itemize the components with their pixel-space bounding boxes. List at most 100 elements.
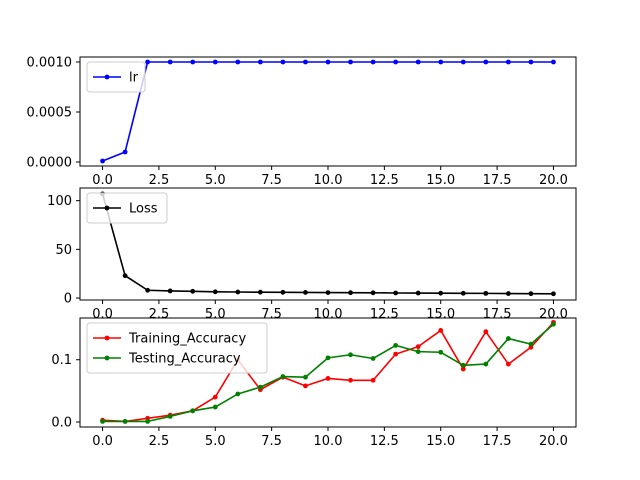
data-point	[370, 290, 376, 296]
data-point	[280, 289, 286, 295]
x-tick-label: 5.0	[205, 434, 226, 449]
legend-swatch-marker	[104, 355, 110, 361]
data-point	[551, 59, 556, 65]
x-tick-label: 5.0	[205, 173, 226, 188]
data-point	[415, 344, 421, 350]
data-point	[415, 59, 421, 65]
x-tick-label: 2.5	[149, 434, 170, 449]
x-tick-label: 7.5	[261, 173, 282, 188]
data-point	[235, 391, 241, 397]
x-tick-label: 17.5	[483, 307, 512, 322]
x-tick-label: 20.0	[539, 173, 568, 188]
data-point	[122, 418, 128, 424]
data-point	[325, 376, 331, 381]
x-tick-label: 12.5	[370, 434, 399, 449]
data-point	[145, 59, 151, 65]
x-tick-label: 0.0	[92, 307, 113, 322]
data-point	[280, 374, 286, 379]
data-point	[415, 290, 421, 296]
data-point	[167, 288, 173, 294]
data-point	[505, 361, 511, 367]
data-point	[303, 59, 308, 65]
y-tick-label: 50	[55, 243, 72, 258]
data-point	[257, 59, 263, 65]
x-tick-label: 20.0	[539, 307, 568, 322]
x-tick-label: 2.5	[149, 173, 170, 188]
legend-swatch-marker	[104, 335, 110, 341]
legend-label: lr	[129, 71, 139, 86]
data-point	[393, 290, 399, 296]
data-point	[415, 349, 421, 355]
data-point	[122, 149, 128, 155]
data-point	[505, 336, 511, 341]
chart-panel-3: 0.0 2.5 5.0 7.5 10.0 12.5 15.0 17.5 20.0 0.0 0.1 Tr…	[51, 317, 577, 449]
data-point	[483, 361, 489, 367]
data-point	[212, 59, 218, 65]
data-point	[325, 59, 331, 65]
x-tick-label: 17.5	[483, 173, 512, 188]
chart-panel-1: 0.0 2.5 5.0 7.5 10.0 12.5 15.0 17.5 20.0 0.0000 0.…	[27, 56, 577, 188]
legend-box	[86, 322, 268, 374]
data-point	[393, 343, 399, 348]
y-tick-label: 0.1	[51, 353, 72, 368]
data-point	[438, 349, 444, 355]
x-tick-label: 10.0	[314, 307, 343, 322]
data-point	[235, 289, 241, 295]
data-point	[212, 289, 218, 295]
x-tick-label: 0.0	[92, 434, 113, 449]
data-point	[348, 352, 353, 358]
data-point	[460, 290, 466, 296]
data-point	[280, 59, 286, 65]
data-point	[235, 59, 241, 65]
legend: Training_Accuracy Testing_Accuracy	[86, 322, 268, 374]
x-tick-label: 10.0	[314, 173, 343, 188]
data-point	[393, 59, 399, 65]
data-point	[483, 59, 489, 65]
legend-label: Training_Accuracy	[128, 332, 246, 347]
legend: Loss	[86, 192, 168, 224]
data-point	[167, 414, 173, 419]
data-point	[505, 291, 511, 296]
data-point	[303, 383, 308, 389]
x-tick-label: 0.0	[92, 173, 113, 188]
data-point	[145, 418, 151, 424]
data-point	[551, 321, 556, 327]
data-point	[100, 158, 105, 164]
data-point	[483, 329, 489, 335]
data-point	[100, 418, 105, 424]
data-point	[438, 290, 444, 296]
data-point	[145, 287, 151, 293]
data-point	[528, 59, 534, 65]
data-point	[370, 59, 376, 65]
data-point	[505, 59, 511, 65]
data-point	[325, 290, 331, 295]
data-point	[212, 394, 218, 400]
data-point	[438, 59, 444, 65]
x-tick-label: 7.5	[261, 307, 282, 322]
data-point	[212, 404, 218, 410]
y-tick-label: 0.0010	[27, 56, 73, 71]
data-point	[348, 59, 353, 65]
legend-label: Testing_Accuracy	[128, 352, 241, 367]
legend-swatch-marker	[104, 205, 110, 211]
x-tick-label: 15.0	[426, 307, 455, 322]
legend-label: Loss	[129, 202, 158, 217]
legend: lr	[86, 61, 146, 93]
x-tick-label: 5.0	[205, 307, 226, 322]
x-tick-label: 17.5	[483, 434, 512, 449]
y-tick-label: 0.0000	[27, 156, 73, 171]
data-point	[460, 59, 466, 65]
data-point	[122, 273, 128, 279]
data-point	[190, 288, 196, 294]
x-tick-label: 2.5	[149, 307, 170, 322]
data-point	[167, 59, 173, 65]
data-point	[190, 408, 196, 414]
data-point	[257, 289, 263, 295]
data-point	[460, 366, 466, 372]
x-tick-label: 12.5	[370, 173, 399, 188]
data-point	[190, 59, 196, 65]
data-point	[348, 290, 353, 296]
y-tick-label: 100	[47, 194, 72, 209]
y-tick-label: 0.0005	[27, 106, 73, 121]
